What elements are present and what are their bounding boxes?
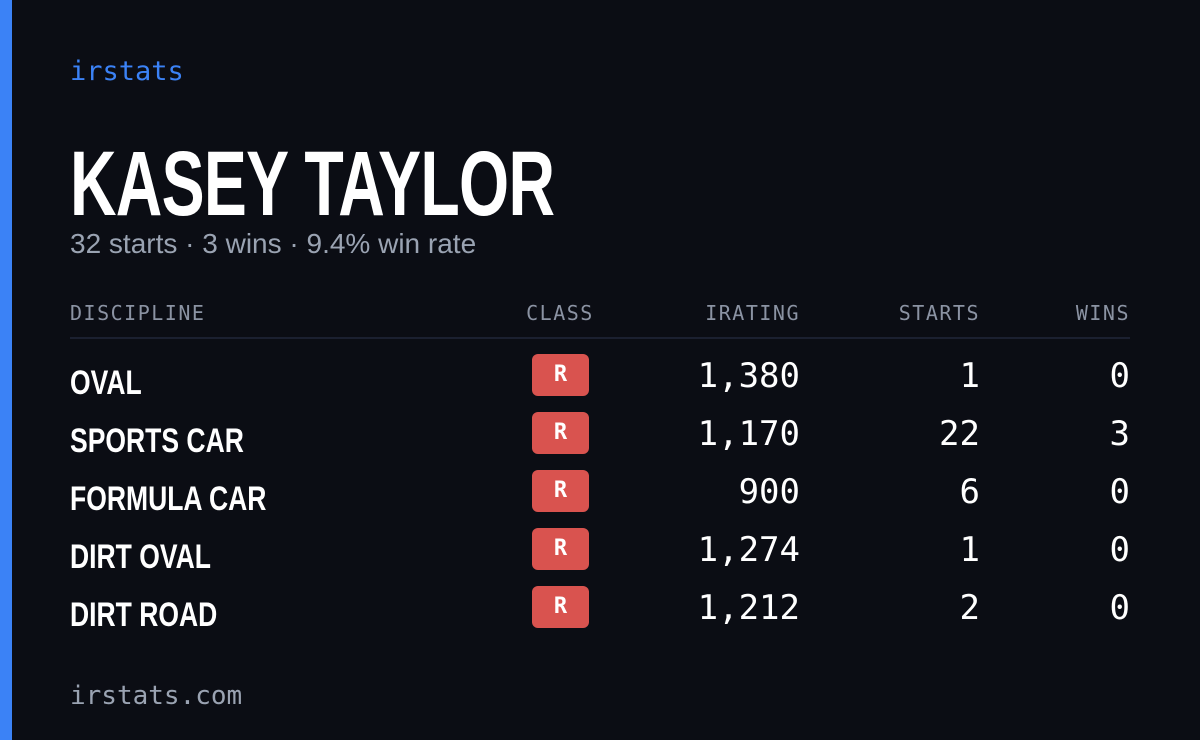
class-badge: R bbox=[532, 412, 589, 454]
starts: 22 bbox=[939, 414, 980, 454]
discipline: FORMULA CAR bbox=[70, 480, 267, 518]
header-class: CLASS bbox=[526, 301, 594, 325]
starts: 6 bbox=[959, 472, 980, 512]
irating: 1,170 bbox=[697, 414, 800, 454]
footer: irstats.com bbox=[70, 681, 243, 711]
header-discipline: DISCIPLINE bbox=[70, 301, 206, 325]
starts: 2 bbox=[959, 588, 980, 628]
accent-bar bbox=[0, 0, 12, 740]
discipline: DIRT ROAD bbox=[70, 596, 218, 634]
irating: 1,212 bbox=[697, 588, 800, 628]
class-badge: R bbox=[532, 354, 589, 396]
class-badge: R bbox=[532, 470, 589, 512]
irating: 1,380 bbox=[697, 356, 800, 396]
header-rule bbox=[70, 337, 1130, 339]
starts: 1 bbox=[959, 530, 980, 570]
wins: 0 bbox=[1109, 472, 1130, 512]
wins: 0 bbox=[1109, 588, 1130, 628]
header-irating: IRATING bbox=[705, 301, 800, 325]
brand: irstats bbox=[70, 56, 184, 87]
wins: 3 bbox=[1109, 414, 1130, 454]
discipline: DIRT OVAL bbox=[70, 538, 211, 576]
discipline: OVAL bbox=[70, 364, 142, 402]
wins: 0 bbox=[1109, 356, 1130, 396]
class-badge: R bbox=[532, 528, 589, 570]
wins: 0 bbox=[1109, 530, 1130, 570]
starts: 1 bbox=[959, 356, 980, 396]
driver-name: KASEY TAYLOR bbox=[70, 133, 555, 235]
header-wins: WINS bbox=[1075, 301, 1130, 325]
irating: 1,274 bbox=[697, 530, 800, 570]
class-badge: R bbox=[532, 586, 589, 628]
irating: 900 bbox=[738, 472, 800, 512]
discipline: SPORTS CAR bbox=[70, 422, 244, 460]
driver-summary: 32 starts · 3 wins · 9.4% win rate bbox=[70, 228, 477, 259]
header-starts: STARTS bbox=[898, 301, 980, 325]
